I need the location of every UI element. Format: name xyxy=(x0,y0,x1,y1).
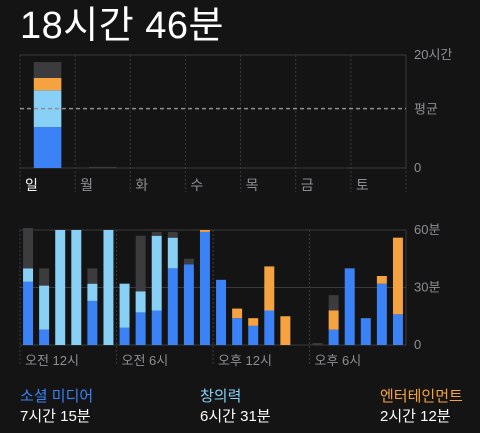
bar-segment xyxy=(39,329,50,345)
bar-segment xyxy=(216,279,227,345)
bar-segment xyxy=(33,77,62,91)
bar-segment xyxy=(135,235,146,292)
day-label: 수 xyxy=(190,177,203,193)
day-label: 일 xyxy=(25,177,38,193)
bar-segment xyxy=(199,230,210,232)
bar-segment xyxy=(71,230,82,345)
bar-segment xyxy=(135,291,146,313)
category-time-entertainment: 2시간 12분 xyxy=(380,408,451,425)
x-tick-label: 오전 6시 xyxy=(122,353,169,368)
x-tick-label: 오후 12시 xyxy=(218,353,272,368)
bar-segment xyxy=(167,237,178,269)
y-tick-label: 0 xyxy=(414,337,421,352)
bar-segment xyxy=(376,276,387,284)
bar-segment xyxy=(119,283,130,328)
bar-segment xyxy=(103,230,114,345)
day-label: 월 xyxy=(80,177,93,193)
bar-segment xyxy=(87,300,98,345)
bar-segment xyxy=(135,312,146,345)
y-tick-label: 60분 xyxy=(414,222,440,237)
category-time-social: 7시간 15분 xyxy=(20,408,91,425)
y-tick-label: 20시간 xyxy=(414,47,452,62)
category-name-creativity: 창의력 xyxy=(200,388,242,405)
day-label: 목 xyxy=(246,177,259,193)
y-tick-label: 30분 xyxy=(414,280,440,295)
x-tick-label: 오후 6시 xyxy=(315,353,362,368)
bar-segment xyxy=(264,266,275,311)
bar-segment xyxy=(23,281,34,345)
category-name-entertainment: 엔터테인먼트 xyxy=(380,388,463,405)
bar-segment xyxy=(328,295,339,311)
bar-segment xyxy=(280,316,291,345)
hourly-usage-chart[interactable]: 60분 30분 0 오전 12시 오전 6시 오후 12시 오후 6시 xyxy=(0,0,480,380)
bar-segment xyxy=(167,231,178,238)
total-screen-time: 18시간 46분 xyxy=(20,5,224,47)
bar-segment xyxy=(33,62,62,78)
bar-segment xyxy=(232,308,243,319)
bar-segment xyxy=(376,283,387,345)
bar-segment xyxy=(167,268,178,345)
bar-segment xyxy=(87,268,98,284)
bar-segment xyxy=(151,235,162,311)
day-label: 토 xyxy=(356,177,369,193)
bar-segment xyxy=(23,228,34,269)
bar-segment xyxy=(248,318,259,326)
y-tick-label: 0 xyxy=(414,160,421,175)
average-label: 평균 xyxy=(414,102,438,117)
bar-segment xyxy=(55,230,66,345)
bar-segment xyxy=(119,327,130,345)
bar-segment xyxy=(392,237,403,315)
bar-segment xyxy=(183,258,194,265)
bar-segment xyxy=(33,127,62,168)
x-tick-label: 오전 12시 xyxy=(25,353,79,368)
day-label: 금 xyxy=(301,177,314,193)
bar-segment xyxy=(23,268,34,282)
category-time-creativity: 6시간 31분 xyxy=(200,408,271,425)
bar-segment xyxy=(312,343,323,345)
bar-segment xyxy=(264,310,275,345)
bar-segment xyxy=(360,318,371,345)
bar-segment xyxy=(151,310,162,345)
weekly-usage-chart[interactable]: 20시간 0 일 월 화 수 목 금 토 평균 xyxy=(0,0,480,200)
bar-segment xyxy=(344,268,355,345)
bar-segment xyxy=(88,166,117,168)
bar-segment xyxy=(392,314,403,345)
bar-segment xyxy=(328,310,339,330)
bar-segment xyxy=(151,231,162,236)
bar-segment xyxy=(199,231,210,345)
day-label: 화 xyxy=(135,177,148,193)
bar-segment xyxy=(248,325,259,345)
bar-segment xyxy=(183,264,194,345)
bar-segment xyxy=(232,318,243,345)
bar-segment xyxy=(39,285,50,330)
bar-segment xyxy=(87,283,98,301)
bar-segment xyxy=(39,268,50,286)
bar-segment xyxy=(328,329,339,345)
category-name-social: 소셜 미디어 xyxy=(20,388,94,405)
